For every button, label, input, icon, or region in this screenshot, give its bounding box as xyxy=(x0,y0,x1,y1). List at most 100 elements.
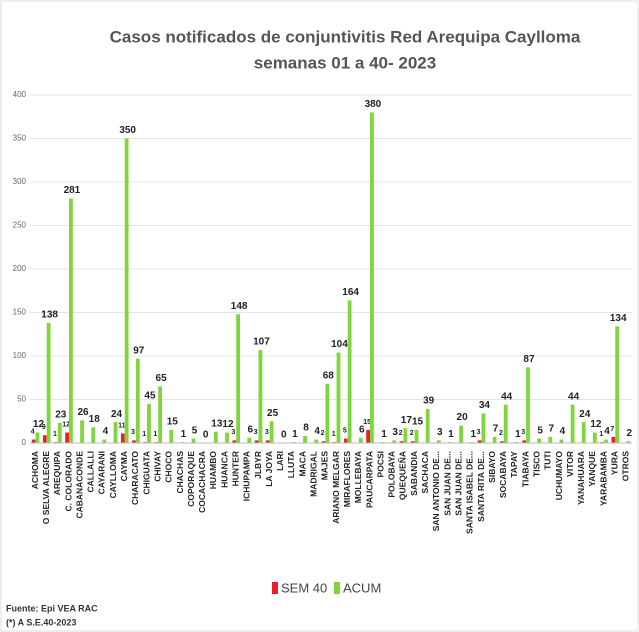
x-tick-label: LARI xyxy=(275,451,285,471)
bar xyxy=(570,404,575,443)
x-tick-label: ARIANO MELGAR xyxy=(331,451,341,524)
value-label: 12 xyxy=(590,419,602,430)
value-label: 7 xyxy=(610,426,614,433)
x-tick-label: ACHOMA xyxy=(30,451,40,489)
value-label: 4 xyxy=(604,426,610,437)
value-label: 12 xyxy=(222,419,234,430)
value-label: 6 xyxy=(248,424,254,435)
bar xyxy=(414,429,419,443)
bar xyxy=(366,429,371,443)
value-label: 1 xyxy=(515,429,521,440)
legend-label: SEM 40 xyxy=(281,580,327,595)
value-label: 4 xyxy=(31,428,35,435)
value-label: 3 xyxy=(392,427,398,438)
value-label: 148 xyxy=(231,301,248,312)
value-label: 7 xyxy=(549,424,555,435)
bar xyxy=(46,322,51,443)
bar xyxy=(325,383,330,443)
bar xyxy=(581,422,586,443)
value-label: 13 xyxy=(211,418,223,429)
y-tick-label: 0 xyxy=(22,438,27,447)
bar xyxy=(213,431,218,443)
value-label: 164 xyxy=(342,287,359,298)
chart-title: Casos notificados de conjuntivitis Red A… xyxy=(110,27,581,46)
bar xyxy=(113,422,118,443)
bar xyxy=(191,438,196,443)
legend-swatch xyxy=(272,582,278,594)
bar xyxy=(370,112,374,444)
value-label: 2 xyxy=(399,430,403,437)
value-label: 1 xyxy=(381,429,387,440)
x-tick-label: O SELVA ALEGRE xyxy=(41,451,51,525)
value-label: 44 xyxy=(501,391,513,402)
bar xyxy=(120,433,125,443)
x-tick-label: YURA xyxy=(610,451,620,475)
bar xyxy=(615,326,620,443)
value-label: 65 xyxy=(156,373,168,384)
bar xyxy=(604,439,608,443)
bar xyxy=(57,422,62,443)
value-label: 3 xyxy=(477,429,481,436)
value-label: 34 xyxy=(479,400,491,411)
x-tick-label: TAPAY xyxy=(509,451,519,478)
x-tick-label: CHIGUATA xyxy=(141,451,151,495)
value-label: 5 xyxy=(537,425,543,436)
x-tick-label: YANQUE xyxy=(587,451,597,487)
bar xyxy=(336,352,341,443)
x-tick-label: CHACHAS xyxy=(175,451,185,494)
bar xyxy=(265,440,270,443)
x-tick-label: QUEQUEÑA xyxy=(398,451,408,500)
value-label: 2 xyxy=(627,428,633,439)
x-tick-label: COPORAQUE xyxy=(186,451,196,507)
x-tick-label: CAYARANI xyxy=(97,451,107,494)
bar xyxy=(626,441,631,443)
value-label: 1 xyxy=(53,431,57,438)
y-tick-label: 400 xyxy=(13,90,27,99)
bar xyxy=(522,440,527,443)
bar xyxy=(477,440,482,443)
x-tick-label: HUANCA xyxy=(219,451,229,488)
value-label: 4 xyxy=(560,426,566,437)
x-tick-label: MAJES xyxy=(320,451,330,481)
bar xyxy=(410,441,415,443)
y-tick-label: 50 xyxy=(17,395,26,404)
value-label: 134 xyxy=(610,313,627,324)
bar xyxy=(269,421,274,443)
x-tick-label: TIABAYA xyxy=(520,451,530,487)
x-tick-label: CHOCO xyxy=(164,451,174,483)
x-tick-label: PAUCARPATA xyxy=(364,451,374,508)
x-tick-label: SABANDIA xyxy=(409,451,419,496)
chart-subtitle: semanas 01 a 40- 2023 xyxy=(254,53,436,72)
x-tick-label: CABANACONDE xyxy=(74,451,84,519)
bar xyxy=(303,436,307,443)
bar xyxy=(236,314,241,443)
y-tick-label: 150 xyxy=(13,308,27,317)
bar xyxy=(31,439,36,443)
source: Fuente: Epi VEA RAC xyxy=(6,603,98,613)
value-label: 2 xyxy=(321,430,325,437)
x-tick-label: YANAHUARA xyxy=(576,451,586,505)
value-label: 138 xyxy=(41,310,58,321)
value-label: 350 xyxy=(119,125,136,136)
bar xyxy=(358,437,363,443)
value-label: 15 xyxy=(412,417,424,428)
value-label: 12 xyxy=(33,419,45,430)
bar xyxy=(425,409,430,443)
value-label: 7 xyxy=(493,424,499,435)
value-label: 9 xyxy=(42,424,46,431)
x-tick-label: CALLALLI xyxy=(86,451,96,493)
bar xyxy=(481,413,486,443)
x-tick-label: SAN JUAN DE... xyxy=(442,451,452,516)
value-label: 39 xyxy=(423,396,435,407)
value-label: 3 xyxy=(437,427,443,438)
bar xyxy=(65,432,70,443)
x-tick-label: SOCABAYA xyxy=(498,451,508,498)
bar xyxy=(492,436,497,443)
x-tick-label: TISCO xyxy=(531,451,541,477)
value-label: 1 xyxy=(332,431,336,438)
value-label: 380 xyxy=(365,99,382,110)
bar xyxy=(321,441,326,443)
bar xyxy=(548,436,553,443)
x-tick-label: C. COLORADO xyxy=(63,451,73,512)
